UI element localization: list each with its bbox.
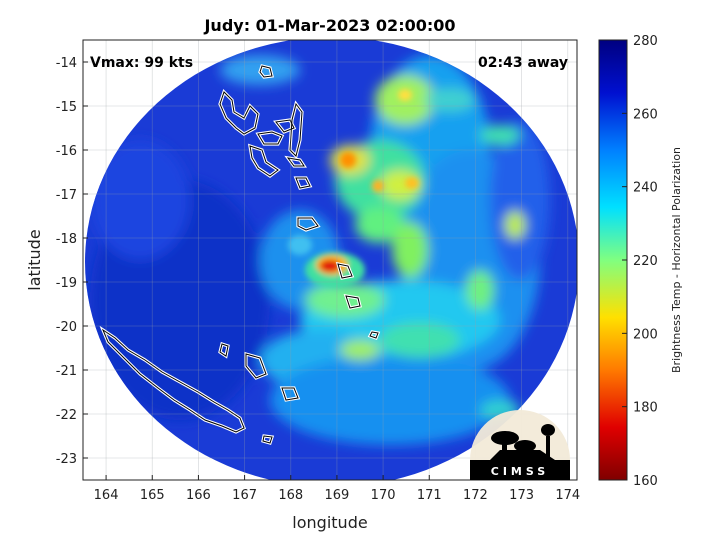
colorbar-tick-label: 160 <box>633 474 658 489</box>
y-tick-label: -22 <box>56 408 77 423</box>
x-axis-ticks: 164 165 166 167 168 169 170 171 172 173 174 <box>94 475 580 503</box>
y-tick-label: -14 <box>56 56 77 71</box>
x-tick-label: 167 <box>232 488 257 503</box>
x-tick-label: 164 <box>94 488 119 503</box>
y-tick-label: -15 <box>56 100 77 115</box>
colorbar-tick-label: 220 <box>633 254 658 269</box>
x-tick-label: 171 <box>417 488 442 503</box>
colorbar-tick-label: 180 <box>633 401 658 416</box>
logo-text: CIMSS <box>491 465 549 478</box>
colorbar-tick-label: 280 <box>633 34 658 49</box>
x-tick-label: 174 <box>555 488 580 503</box>
colorbar-tick-label: 200 <box>633 327 658 342</box>
colorbar-tick-label: 240 <box>633 181 658 196</box>
x-tick-label: 173 <box>509 488 534 503</box>
y-tick-label: -20 <box>56 320 77 335</box>
x-tick-label: 169 <box>325 488 350 503</box>
time-offset-label: 02:43 away <box>478 55 568 71</box>
colorbar-label: Brightness Temp - Horizontal Polarizatio… <box>670 147 683 373</box>
x-tick-label: 168 <box>278 488 303 503</box>
y-tick-label: -18 <box>56 232 77 247</box>
colorbar-tick-label: 260 <box>633 107 658 122</box>
y-tick-label: -16 <box>56 144 77 159</box>
x-tick-label: 170 <box>371 488 396 503</box>
gridlines <box>83 40 577 480</box>
plot-title: Judy: 01-Mar-2023 02:00:00 <box>203 16 455 35</box>
y-tick-label: -21 <box>56 364 77 379</box>
colorbar-ticks: 280 260 240 220 200 180 160 <box>622 34 658 489</box>
vmax-label: Vmax: 99 kts <box>90 55 193 71</box>
x-tick-label: 172 <box>463 488 488 503</box>
brightness-temp-swath <box>85 40 577 480</box>
y-tick-label: -17 <box>56 188 77 203</box>
x-tick-label: 166 <box>186 488 211 503</box>
coastlines-inner <box>101 65 379 444</box>
y-axis-ticks: -14 -15 -16 -17 -18 -19 -20 -21 -22 -23 <box>56 56 88 467</box>
y-tick-label: -19 <box>56 276 77 291</box>
plot-border <box>82 39 578 481</box>
cimss-logo: CIMSS <box>470 410 570 480</box>
x-axis-label: longitude <box>292 513 367 532</box>
y-tick-label: -23 <box>56 452 77 467</box>
y-axis-label: latitude <box>25 229 44 290</box>
x-tick-label: 165 <box>140 488 165 503</box>
